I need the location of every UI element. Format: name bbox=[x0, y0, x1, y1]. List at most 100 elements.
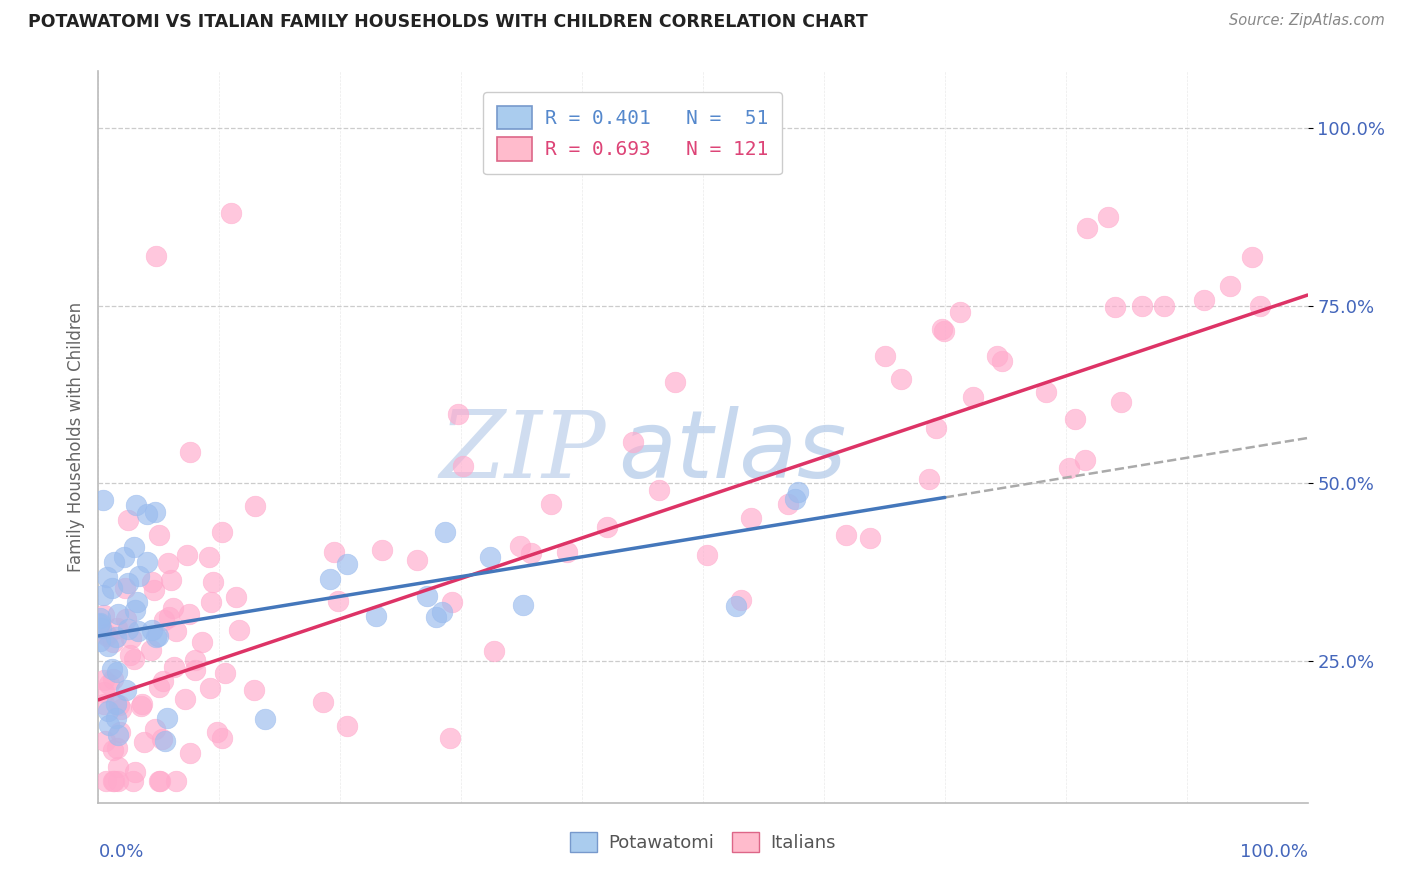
Point bbox=[890, 372, 912, 386]
Point bbox=[148, 528, 170, 542]
Point bbox=[105, 665, 128, 679]
Point bbox=[162, 601, 184, 615]
Point bbox=[1130, 299, 1153, 313]
Point bbox=[311, 695, 333, 709]
Point bbox=[1035, 384, 1057, 399]
Point bbox=[859, 531, 882, 545]
Point bbox=[145, 630, 167, 644]
Point bbox=[179, 746, 201, 760]
Text: 100.0%: 100.0% bbox=[1240, 843, 1308, 861]
Point bbox=[148, 680, 170, 694]
Point bbox=[918, 472, 941, 486]
Point bbox=[141, 642, 163, 657]
Point bbox=[326, 593, 349, 607]
Point bbox=[124, 498, 146, 512]
Point bbox=[150, 732, 173, 747]
Point bbox=[228, 623, 250, 637]
Point bbox=[253, 712, 276, 726]
Y-axis label: Family Households with Children: Family Households with Children bbox=[66, 302, 84, 572]
Point bbox=[128, 569, 150, 583]
Point bbox=[191, 635, 214, 649]
Point bbox=[322, 545, 344, 559]
Point bbox=[986, 349, 1008, 363]
Point bbox=[197, 550, 219, 565]
Point bbox=[173, 692, 195, 706]
Point bbox=[117, 512, 139, 526]
Point bbox=[105, 710, 128, 724]
Point bbox=[1074, 453, 1097, 467]
Point bbox=[96, 704, 118, 718]
Point bbox=[1109, 395, 1132, 409]
Point bbox=[108, 698, 131, 712]
Point bbox=[96, 629, 118, 643]
Point bbox=[433, 524, 456, 539]
Point bbox=[97, 639, 120, 653]
Point bbox=[103, 635, 125, 649]
Point bbox=[205, 724, 228, 739]
Point bbox=[451, 459, 474, 474]
Point bbox=[89, 633, 111, 648]
Point bbox=[555, 545, 578, 559]
Point bbox=[93, 685, 115, 699]
Point bbox=[1241, 250, 1264, 264]
Point bbox=[163, 660, 186, 674]
Point bbox=[136, 555, 159, 569]
Point bbox=[157, 609, 180, 624]
Point bbox=[176, 549, 198, 563]
Point bbox=[364, 609, 387, 624]
Point bbox=[415, 589, 437, 603]
Point bbox=[141, 575, 163, 590]
Point bbox=[101, 672, 124, 686]
Point bbox=[932, 325, 955, 339]
Point bbox=[124, 540, 146, 554]
Point bbox=[120, 631, 142, 645]
Point bbox=[148, 774, 170, 789]
Point bbox=[165, 624, 187, 638]
Point bbox=[177, 607, 200, 622]
Point bbox=[103, 743, 125, 757]
Point bbox=[89, 615, 111, 630]
Point bbox=[447, 407, 470, 421]
Point bbox=[94, 734, 117, 748]
Point bbox=[107, 728, 129, 742]
Point bbox=[122, 651, 145, 665]
Point bbox=[873, 350, 896, 364]
Point bbox=[124, 603, 146, 617]
Point bbox=[648, 483, 671, 498]
Point bbox=[540, 497, 562, 511]
Point bbox=[990, 354, 1012, 368]
Point bbox=[225, 590, 247, 604]
Point bbox=[89, 616, 111, 631]
Text: 0.0%: 0.0% bbox=[98, 843, 143, 861]
Point bbox=[132, 734, 155, 748]
Point bbox=[115, 611, 138, 625]
Point bbox=[107, 607, 129, 621]
Point bbox=[131, 697, 153, 711]
Point bbox=[1192, 293, 1215, 307]
Point bbox=[336, 719, 359, 733]
Point bbox=[124, 765, 146, 780]
Point bbox=[118, 648, 141, 663]
Point bbox=[179, 445, 201, 459]
Point bbox=[1097, 210, 1119, 224]
Point bbox=[211, 525, 233, 540]
Point bbox=[159, 573, 181, 587]
Point bbox=[200, 595, 222, 609]
Point bbox=[730, 593, 752, 607]
Point bbox=[127, 624, 149, 638]
Point bbox=[165, 774, 187, 789]
Text: ZIP: ZIP bbox=[440, 407, 606, 497]
Point bbox=[478, 549, 501, 564]
Point bbox=[1219, 279, 1241, 293]
Point bbox=[146, 629, 169, 643]
Point bbox=[108, 724, 131, 739]
Point bbox=[94, 774, 117, 789]
Point bbox=[156, 711, 179, 725]
Point bbox=[153, 614, 176, 628]
Point bbox=[439, 731, 461, 745]
Point bbox=[96, 569, 118, 583]
Point bbox=[740, 510, 762, 524]
Point bbox=[724, 599, 747, 613]
Point bbox=[184, 653, 207, 667]
Point bbox=[100, 662, 122, 676]
